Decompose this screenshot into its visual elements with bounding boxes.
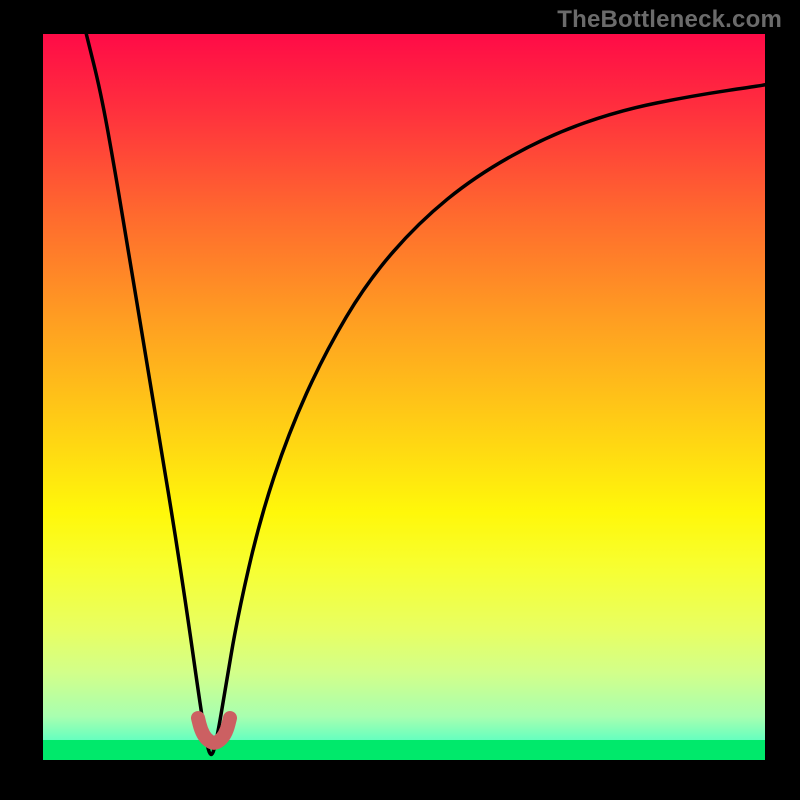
bottleneck-chart xyxy=(0,0,800,800)
watermark-text: TheBottleneck.com xyxy=(557,6,782,34)
green-band xyxy=(43,740,765,760)
